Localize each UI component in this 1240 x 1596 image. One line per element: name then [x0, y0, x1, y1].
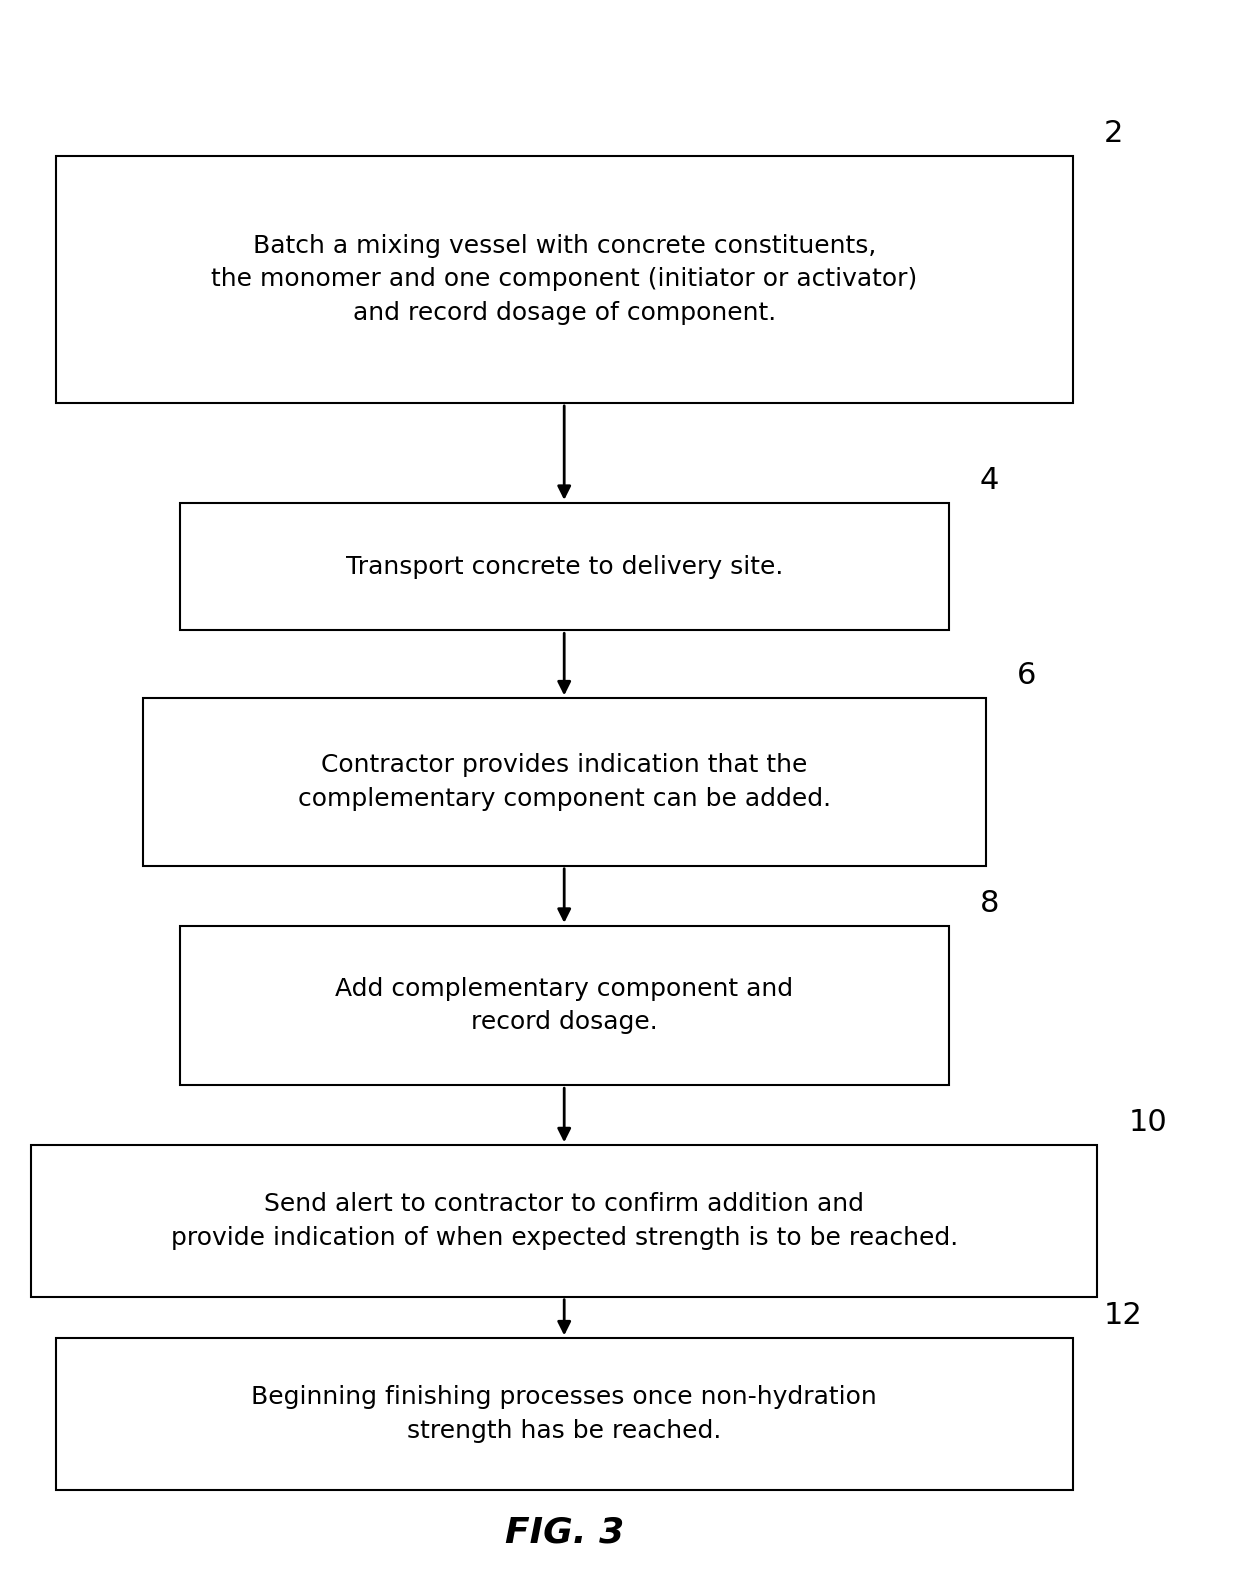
Text: 8: 8: [980, 889, 999, 918]
Text: 10: 10: [1128, 1108, 1167, 1136]
Text: Batch a mixing vessel with concrete constituents,
the monomer and one component : Batch a mixing vessel with concrete cons…: [211, 233, 918, 326]
FancyBboxPatch shape: [180, 926, 949, 1085]
Text: Contractor provides indication that the
complementary component can be added.: Contractor provides indication that the …: [298, 753, 831, 811]
FancyBboxPatch shape: [180, 503, 949, 630]
Text: Transport concrete to delivery site.: Transport concrete to delivery site.: [346, 554, 782, 579]
Text: Beginning finishing processes once non-hydration
strength has be reached.: Beginning finishing processes once non-h…: [252, 1385, 877, 1443]
FancyBboxPatch shape: [31, 1146, 1097, 1296]
Text: 6: 6: [1017, 661, 1037, 689]
Text: 2: 2: [1104, 118, 1123, 148]
FancyBboxPatch shape: [56, 1337, 1073, 1491]
Text: 12: 12: [1104, 1301, 1142, 1331]
FancyBboxPatch shape: [56, 156, 1073, 404]
Text: FIG. 3: FIG. 3: [505, 1515, 624, 1550]
FancyBboxPatch shape: [143, 699, 986, 865]
Text: 4: 4: [980, 466, 999, 495]
Text: Add complementary component and
record dosage.: Add complementary component and record d…: [335, 977, 794, 1034]
Text: Send alert to contractor to confirm addition and
provide indication of when expe: Send alert to contractor to confirm addi…: [171, 1192, 957, 1250]
